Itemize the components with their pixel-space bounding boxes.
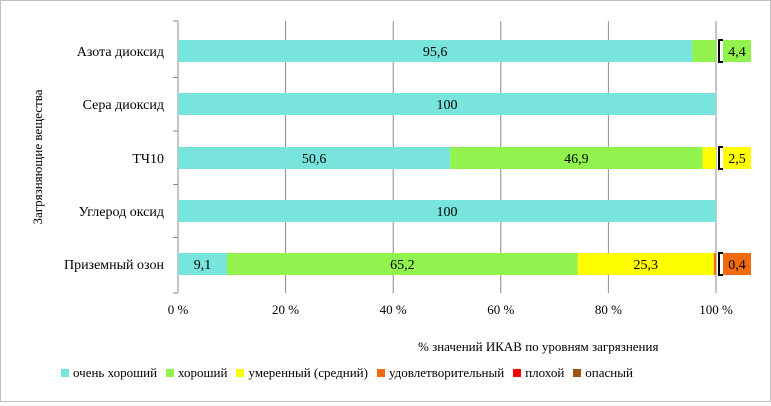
legend-item: плохой bbox=[513, 365, 564, 381]
legend-item: хороший bbox=[166, 365, 227, 381]
x-tick-label: 100 % bbox=[699, 302, 733, 317]
legend-item: опасный bbox=[573, 365, 633, 381]
legend-label: хороший bbox=[178, 365, 228, 380]
bar-segment bbox=[178, 200, 716, 222]
data-label: 25,3 bbox=[634, 258, 659, 273]
data-label: 95,6 bbox=[423, 45, 448, 60]
data-label: 9,1 bbox=[194, 258, 212, 273]
legend-item: умеренный (средний) bbox=[236, 365, 368, 381]
data-label: 4,4 bbox=[728, 45, 746, 60]
data-label: 50,6 bbox=[302, 152, 327, 167]
x-tick-label: 60 % bbox=[487, 302, 514, 317]
x-tick-label: 20 % bbox=[272, 302, 299, 317]
data-label: 46,9 bbox=[564, 152, 589, 167]
legend-swatch bbox=[166, 369, 175, 377]
data-label-leader bbox=[718, 39, 723, 63]
y-tick-label: Приземный озон bbox=[64, 258, 165, 273]
legend-label: удовлетворительный bbox=[388, 365, 505, 380]
y-tick-label: Углерод оксид bbox=[79, 205, 164, 220]
legend-label: очень хороший bbox=[73, 365, 158, 380]
data-label-bg bbox=[723, 253, 751, 275]
data-label: 100 bbox=[437, 205, 458, 220]
data-label: 2,5 bbox=[728, 152, 746, 167]
data-label-leader bbox=[718, 252, 723, 276]
x-tick-label: 80 % bbox=[595, 302, 622, 317]
data-label: 100 bbox=[437, 98, 458, 113]
bar-segment bbox=[178, 253, 227, 275]
data-label: 65,2 bbox=[390, 258, 415, 273]
x-axis-title: % значений ИКАВ по уровням загрязнения bbox=[418, 339, 659, 354]
bar-segment bbox=[702, 147, 716, 169]
legend-item: очень хороший bbox=[61, 365, 157, 381]
bar-segment bbox=[713, 253, 716, 275]
bar-segment bbox=[692, 40, 716, 62]
y-tick-label: Сера диоксид bbox=[83, 98, 164, 113]
legend-swatch bbox=[61, 369, 69, 377]
y-tick-label: ТЧ10 bbox=[132, 152, 164, 167]
x-tick-label: 40 % bbox=[380, 302, 407, 317]
data-label-bg bbox=[723, 40, 751, 62]
bar-segment bbox=[178, 93, 716, 115]
legend-item: удовлетворительный bbox=[376, 365, 505, 381]
legend-swatch bbox=[573, 369, 582, 377]
legend-label: опасный bbox=[585, 365, 633, 380]
bar-segment bbox=[450, 147, 703, 169]
bar-segment bbox=[577, 253, 714, 275]
bar-segment bbox=[226, 253, 578, 275]
legend-swatch bbox=[513, 369, 522, 377]
legend-swatch bbox=[376, 369, 385, 377]
data-label: 0,4 bbox=[728, 258, 746, 273]
legend: очень хороший хороший умеренный (средний) у… bbox=[61, 365, 642, 381]
y-axis-title: Загрязняющие вещества bbox=[30, 89, 45, 224]
bar-segment bbox=[178, 40, 693, 62]
bar-segment bbox=[178, 147, 451, 169]
y-tick-label: Азота диоксид bbox=[77, 45, 164, 60]
legend-swatch bbox=[236, 369, 245, 377]
legend-label: плохой bbox=[525, 365, 565, 380]
x-tick-label: 0 % bbox=[168, 302, 189, 317]
data-label-bg bbox=[723, 147, 751, 169]
legend-label: умеренный (средний) bbox=[248, 365, 368, 380]
data-label-leader bbox=[718, 146, 723, 170]
